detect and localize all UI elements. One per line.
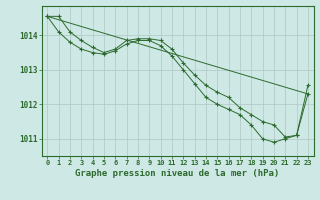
X-axis label: Graphe pression niveau de la mer (hPa): Graphe pression niveau de la mer (hPa)	[76, 169, 280, 178]
